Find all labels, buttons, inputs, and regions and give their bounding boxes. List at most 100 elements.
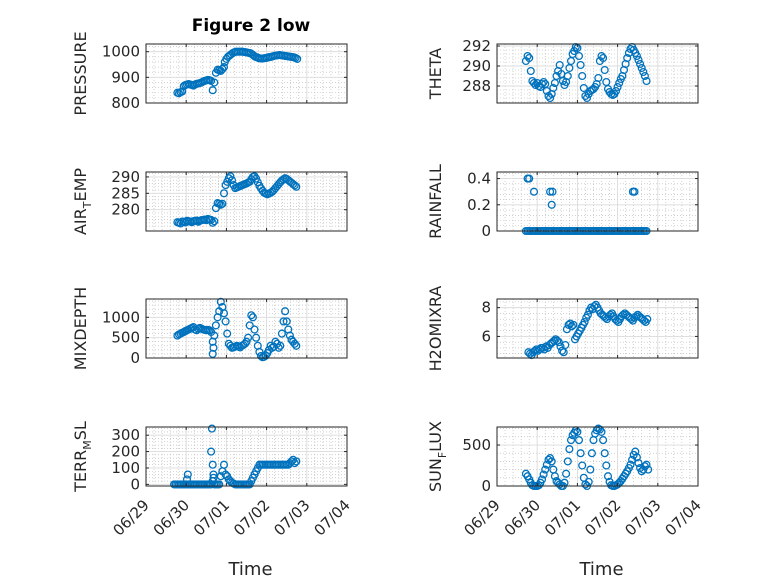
- data-point: [271, 337, 280, 346]
- y-axis-label: THETA: [426, 48, 445, 100]
- x-tick-label: 07/02: [581, 496, 624, 539]
- data-point: [539, 470, 548, 479]
- data-point: [530, 346, 539, 355]
- data-point: [642, 460, 651, 469]
- data-point: [552, 71, 561, 81]
- data-point: [223, 329, 232, 338]
- data-point: [282, 317, 291, 326]
- x-tick-label: 07/02: [230, 496, 273, 539]
- data-point: [274, 343, 283, 352]
- data-point: [566, 436, 576, 445]
- data-point: [554, 338, 563, 347]
- data-point: [219, 460, 229, 469]
- data-point: [632, 453, 641, 462]
- axes-box: [145, 171, 348, 232]
- data-point: [256, 351, 266, 361]
- data-point: [245, 321, 254, 330]
- axes-box: [145, 426, 348, 487]
- subplot-rainfall: 0 0.2 0.4 RAINFALL: [426, 164, 699, 240]
- data-point: [218, 199, 227, 208]
- x-tick-label: 07/01: [190, 496, 233, 539]
- data-point: [277, 329, 286, 338]
- x-tick-label: 06/29: [461, 496, 504, 539]
- data-point: [247, 311, 256, 320]
- data-point: [290, 339, 299, 348]
- y-tick-label: 0: [481, 222, 491, 240]
- y-tick-label: 0: [130, 475, 140, 493]
- y-tick-label: 300: [111, 426, 140, 444]
- data-point: [580, 317, 589, 327]
- data-point: [227, 176, 237, 185]
- data-point: [240, 339, 249, 348]
- y-tick-label: 288: [462, 77, 491, 95]
- data-point: [226, 172, 235, 181]
- data-point: [539, 77, 548, 87]
- data-point: [631, 447, 640, 456]
- plot-area: [146, 427, 347, 486]
- data-point: [563, 71, 572, 81]
- data-point: [293, 54, 302, 63]
- data-point: [637, 63, 646, 73]
- y-tick-label: 0: [130, 349, 140, 367]
- axes-box: [496, 426, 699, 487]
- data-point: [205, 326, 214, 335]
- data-point: [252, 333, 261, 342]
- data-point: [209, 473, 218, 482]
- data-point: [221, 317, 230, 326]
- data-point: [626, 460, 635, 469]
- data-point: [634, 55, 643, 65]
- subplot-theta: 288 290 292 THETA: [426, 37, 699, 104]
- y-axis-label: PRESSURE: [71, 31, 90, 115]
- y-axis-label: SUNFLUX: [426, 421, 449, 492]
- data-point: [216, 297, 225, 306]
- data-point: [644, 465, 653, 474]
- data-point: [587, 449, 596, 458]
- y-tick-label: 285: [111, 184, 140, 202]
- data-point: [207, 424, 216, 433]
- data-point: [584, 477, 593, 486]
- x-tick-label: 06/30: [150, 496, 193, 539]
- data-point: [555, 60, 564, 70]
- y-tick-label: 292: [462, 37, 491, 55]
- data-point: [561, 340, 570, 350]
- data-point: [208, 218, 217, 227]
- data-point: [594, 73, 603, 83]
- y-tick-label: 0.4: [467, 170, 491, 188]
- data-point: [578, 461, 587, 470]
- data-point: [574, 51, 584, 61]
- y-tick-label: 0: [481, 477, 491, 495]
- y-tick-label: 900: [111, 68, 140, 86]
- data-point: [611, 86, 621, 96]
- axes-box: [496, 298, 699, 359]
- data-point: [628, 455, 637, 464]
- axes-box: [496, 43, 699, 104]
- data-point: [281, 307, 290, 316]
- figure-title: Figure 2 low: [192, 16, 311, 36]
- data-point: [563, 457, 572, 466]
- data-point: [559, 348, 568, 357]
- data-point: [579, 83, 588, 93]
- axes-box: [496, 171, 699, 232]
- data-point: [613, 82, 622, 92]
- data-point: [632, 312, 641, 321]
- data-point: [244, 333, 253, 342]
- data-point: [526, 66, 535, 76]
- x-tick-label: 06/29: [110, 496, 153, 539]
- data-point: [546, 187, 555, 196]
- data-point: [562, 469, 571, 478]
- x-tick-label: 07/04: [662, 496, 705, 539]
- data-point: [215, 199, 224, 208]
- x-tick-label: 07/03: [621, 496, 664, 539]
- data-point: [603, 472, 613, 481]
- y-axis-label: TERRMSL: [71, 421, 94, 493]
- data-point: [548, 187, 557, 196]
- data-point: [525, 53, 534, 63]
- y-tick-label: 6: [481, 327, 491, 345]
- y-tick-label: 1000: [102, 43, 140, 61]
- data-point: [207, 447, 216, 456]
- data-point: [574, 436, 584, 445]
